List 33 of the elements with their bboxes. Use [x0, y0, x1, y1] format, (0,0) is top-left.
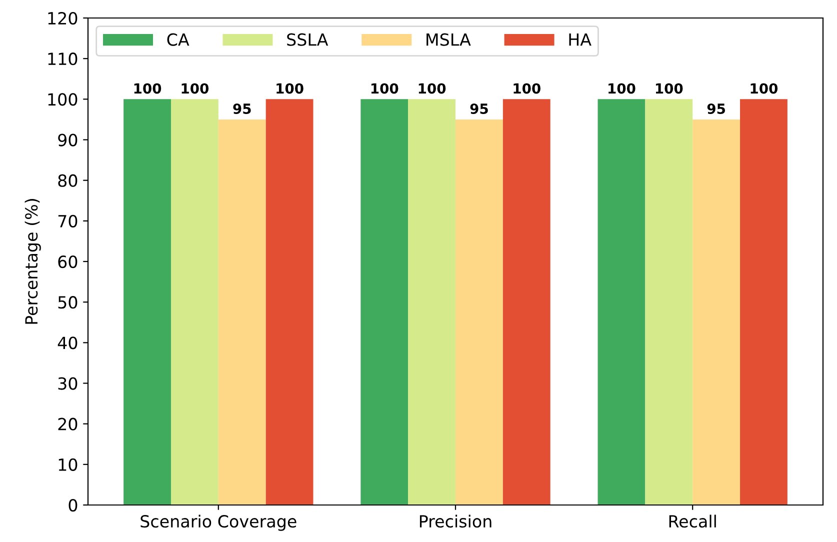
y-tick-label: 60	[58, 255, 78, 268]
data-label: 100	[276, 83, 304, 94]
y-tick-label: 20	[58, 418, 78, 430]
data-label: 100	[418, 83, 446, 94]
y-tick-label: 90	[58, 134, 78, 146]
legend-label: HA	[569, 34, 592, 46]
y-tick-label: 0	[68, 498, 78, 512]
data-label: 100	[371, 83, 398, 94]
data-label: 95	[233, 103, 251, 114]
legend-label: CA	[167, 33, 190, 46]
y-tick-label: 10	[58, 458, 78, 471]
x-tick-label: Precision	[420, 514, 492, 528]
data-label: 100	[656, 83, 683, 94]
y-tick-label: 110	[48, 52, 78, 66]
legend-label: MSLA	[426, 33, 471, 46]
data-label: 100	[182, 83, 209, 94]
x-tick-label: Scenario Coverage	[140, 514, 296, 531]
y-tick-label: 50	[58, 296, 78, 309]
y-tick-label: 70	[58, 214, 78, 228]
data-label: 100	[514, 83, 540, 94]
y-axis-title: Percentage (%)	[24, 198, 41, 324]
data-label: 100	[608, 83, 636, 94]
data-label: 100	[134, 83, 162, 94]
y-tick-label: 80	[58, 174, 78, 187]
y-tick-label: 30	[58, 377, 78, 390]
data-label: 95	[470, 103, 488, 114]
y-tick-label: 40	[58, 336, 78, 350]
x-tick-label: Recall	[669, 514, 716, 528]
legend-label: SSLA	[287, 33, 328, 46]
y-tick-label: 100	[48, 93, 78, 106]
data-label: 100	[750, 83, 778, 94]
data-label: 95	[707, 103, 725, 114]
y-tick-label: 120	[48, 12, 78, 25]
